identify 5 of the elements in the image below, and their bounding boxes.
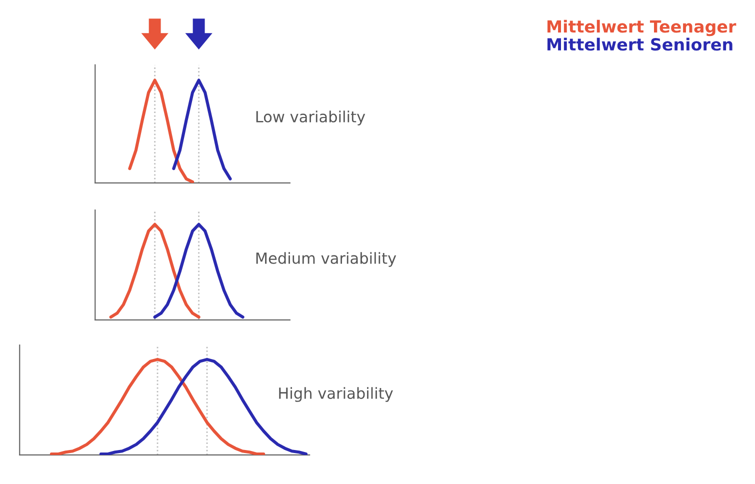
annotation: Low variability [256, 110, 366, 126]
annotation: Medium variability [256, 252, 396, 267]
annotation: High variability [279, 387, 393, 402]
text: Mittelwert Senioren [547, 38, 732, 51]
text: Mittelwert Teenager [547, 20, 736, 36]
